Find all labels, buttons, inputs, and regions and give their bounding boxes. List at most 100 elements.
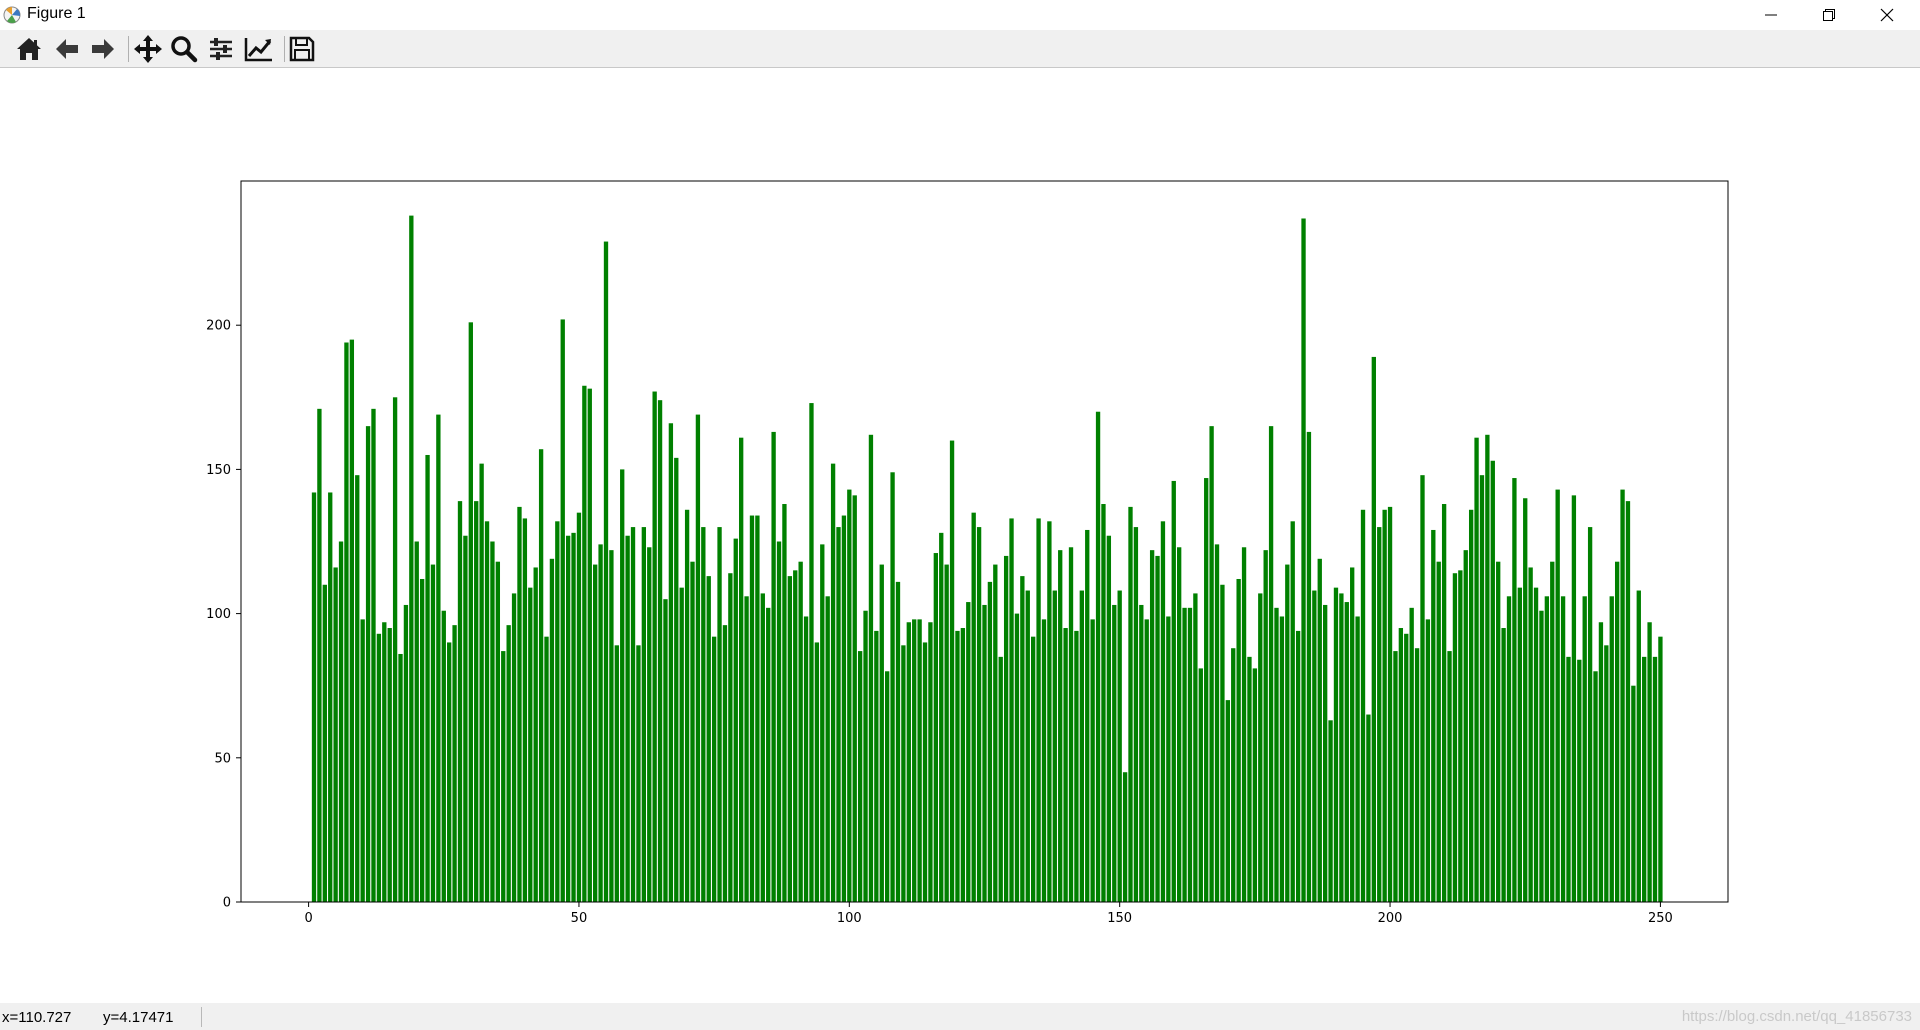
bar [1285,564,1290,902]
bar [1566,656,1571,902]
x-tick-label: 200 [1378,911,1403,926]
bar [1279,616,1285,902]
bar [1414,648,1420,902]
bar [1085,529,1090,902]
bar [1225,700,1230,902]
bar [1441,504,1447,902]
bar [398,653,403,902]
bar [528,587,533,902]
home-button[interactable] [13,33,45,65]
edit-axes-button[interactable] [243,33,275,65]
bar [641,527,647,902]
bar [706,576,711,902]
bar [809,403,814,902]
bar [1204,478,1209,902]
bar [1155,555,1160,902]
toolbar-separator [128,36,129,62]
bar [1079,590,1084,902]
bar [906,622,911,902]
bar [1025,590,1030,902]
bar [1436,561,1441,902]
bar [679,587,684,902]
bar [717,527,722,902]
bar [1328,720,1333,902]
bar [1474,437,1479,902]
pan-button[interactable] [132,33,164,65]
bar [630,527,636,902]
bar [1512,478,1517,902]
arrow-right-icon [92,39,114,59]
bar [1160,521,1166,902]
bar [349,339,355,902]
bar [1344,602,1349,902]
bar [1587,527,1593,902]
x-tick-label: 100 [837,911,862,926]
bar [1263,550,1268,902]
bar [544,636,549,902]
bar [457,501,463,902]
bar [1523,498,1528,902]
bar [1539,610,1544,902]
bar [1241,547,1247,902]
bar [387,628,392,902]
move-icon [134,35,162,63]
bar [933,553,938,902]
bar [1468,509,1474,902]
bar [1614,561,1620,902]
figure-canvas[interactable]: 0 50 100 150 200 250 0 50 100 150 200 [0,68,1920,1003]
y-tick-label: 150 [206,463,231,478]
bar [701,527,706,902]
bar [647,547,652,902]
sliders-icon [210,38,232,60]
restore-button[interactable] [1800,0,1858,30]
y-tick-label: 0 [223,896,231,911]
bar [1031,636,1036,902]
bar [814,642,820,902]
bar [1236,578,1241,902]
bar [1560,596,1566,902]
save-button[interactable] [286,33,318,65]
bar [533,567,538,902]
bar [1317,558,1322,902]
subplots-button[interactable] [205,33,237,65]
bar [949,440,955,902]
bar [609,550,614,902]
bar [830,463,836,902]
bar [1393,651,1398,902]
bar [338,541,344,902]
bar [447,642,452,902]
bar [728,573,733,902]
minimize-button[interactable] [1742,0,1800,30]
bar [495,561,501,902]
x-tick-label: 150 [1107,911,1132,926]
bar [1463,550,1468,902]
bar [1187,607,1193,902]
y-tick-label: 50 [214,751,231,766]
bar [1496,561,1501,902]
bar [1095,411,1101,902]
bar [1447,651,1452,902]
bar [1387,506,1393,902]
bar [614,645,619,902]
bar [603,241,609,902]
bar [555,521,560,902]
bar [484,521,490,902]
cursor-y-readout: y=4.17471 [103,1009,174,1026]
bar [1041,619,1047,902]
bar [1598,622,1604,902]
back-button[interactable] [51,33,83,65]
bar [365,426,371,902]
bar [982,604,987,902]
bar [1258,593,1263,902]
zoom-button[interactable] [168,33,200,65]
forward-button[interactable] [87,33,119,65]
bar [733,538,738,902]
bar [739,437,744,902]
bar [1533,587,1539,902]
bar [1198,668,1203,902]
bar [576,512,582,902]
close-button[interactable] [1858,0,1916,30]
bar [501,651,506,902]
bar [1528,567,1533,902]
bar [409,215,414,903]
